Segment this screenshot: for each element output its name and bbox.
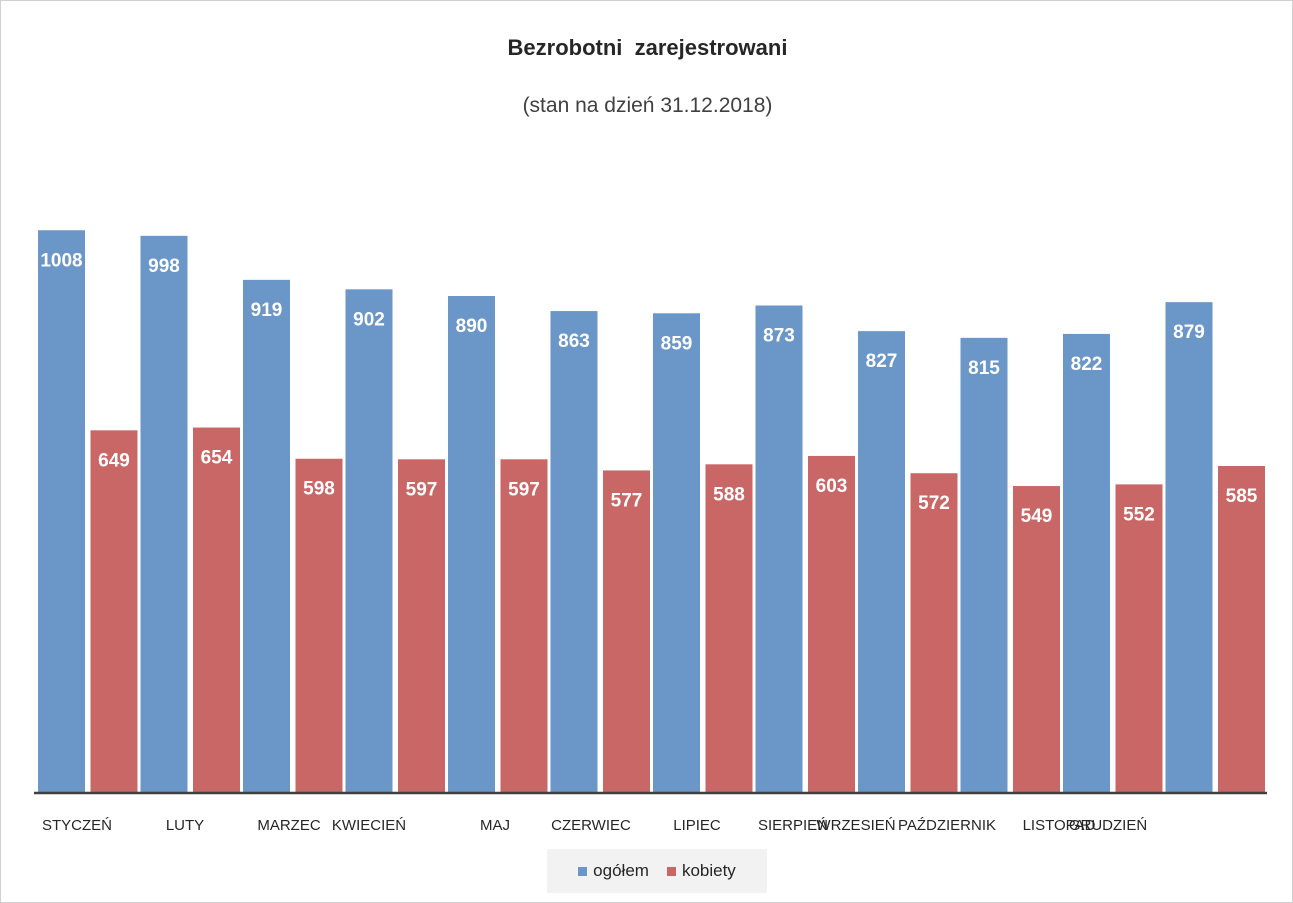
x-tick-label-maj: MAJ bbox=[480, 817, 510, 834]
bar-ogolem-lipiec bbox=[653, 313, 700, 792]
x-tick-label-listopad: LISTOPAD bbox=[1023, 817, 1096, 834]
data-label-kobiety-pazdziernik: 549 bbox=[1021, 506, 1053, 527]
data-label-kobiety-wrzesien: 572 bbox=[918, 493, 950, 514]
bar-kobiety-wrzesien bbox=[910, 473, 958, 792]
data-label-kobiety-listopad: 552 bbox=[1123, 504, 1155, 525]
data-label-kobiety-luty: 654 bbox=[201, 448, 233, 469]
bar-kobiety-czerwiec bbox=[603, 470, 650, 792]
bar-kobiety-marzec bbox=[295, 458, 343, 792]
x-tick-label-kwiecien: KWIECIEŃ bbox=[332, 817, 406, 834]
data-label-kobiety-czerwiec: 577 bbox=[611, 490, 643, 511]
bar-ogolem-czerwiec bbox=[550, 311, 598, 792]
bar-kobiety-sierpien bbox=[808, 455, 855, 792]
legend-swatch-kobiety bbox=[666, 866, 676, 876]
x-tick-label-marzec: MARZEC bbox=[257, 817, 321, 834]
bar-ogolem-kwiecien bbox=[345, 289, 393, 792]
chart-title: Bezrobotni zarejestrowani bbox=[507, 35, 788, 60]
data-label-ogolem-lipiec: 859 bbox=[661, 333, 693, 354]
bar-ogolem-wrzesien bbox=[858, 331, 905, 792]
bar-kobiety-lipiec bbox=[705, 464, 753, 792]
legend-item-ogolem: ogółem bbox=[578, 861, 649, 881]
data-label-ogolem-wrzesien: 827 bbox=[866, 351, 898, 372]
x-tick-label-styczen: STYCZEŃ bbox=[42, 817, 112, 834]
data-label-kobiety-grudzien: 585 bbox=[1226, 486, 1258, 507]
data-label-kobiety-lipiec: 588 bbox=[713, 484, 745, 505]
x-tick-label-pazdziernik: PAŹDZIERNIK bbox=[898, 817, 996, 834]
data-label-ogolem-kwiecien: 902 bbox=[353, 309, 385, 330]
data-label-ogolem-pazdziernik: 815 bbox=[968, 358, 1000, 379]
data-label-kobiety-marzec: 598 bbox=[303, 479, 335, 500]
bar-kobiety-styczen bbox=[90, 430, 138, 792]
data-label-ogolem-luty: 998 bbox=[148, 256, 180, 277]
data-label-ogolem-czerwiec: 863 bbox=[558, 331, 590, 352]
bar-ogolem-maj bbox=[448, 296, 495, 792]
bar-ogolem-pazdziernik bbox=[960, 337, 1008, 792]
legend-label-ogolem: ogółem bbox=[593, 861, 649, 880]
data-label-kobiety-maj: 597 bbox=[508, 479, 540, 500]
x-tick-label-lipiec: LIPIEC bbox=[673, 817, 721, 834]
bar-ogolem-marzec bbox=[243, 279, 290, 792]
legend-swatch-ogolem bbox=[578, 866, 588, 876]
data-label-kobiety-styczen: 649 bbox=[98, 450, 130, 471]
x-tick-label-wrzesien: WRZESIEŃ bbox=[816, 817, 895, 834]
data-label-ogolem-maj: 890 bbox=[456, 316, 488, 337]
bar-ogolem-listopad bbox=[1063, 333, 1110, 792]
data-label-ogolem-marzec: 919 bbox=[251, 300, 283, 321]
data-label-ogolem-listopad: 822 bbox=[1071, 354, 1103, 375]
bar-kobiety-kwiecien bbox=[398, 459, 445, 792]
bar-ogolem-grudzien bbox=[1165, 302, 1213, 792]
x-tick-label-sierpien: SIERPIEŃ bbox=[758, 817, 828, 834]
bar-ogolem-sierpien bbox=[755, 305, 803, 792]
data-label-kobiety-sierpien: 603 bbox=[816, 476, 848, 497]
chart-legend: ogółem kobiety bbox=[547, 849, 767, 893]
bar-kobiety-luty bbox=[193, 427, 240, 792]
x-tick-label-grudzien: GRUDZIEŃ bbox=[1069, 817, 1147, 834]
legend-label-kobiety: kobiety bbox=[681, 861, 736, 880]
chart-subtitle: (stan na dzień 31.12.2018) bbox=[522, 94, 773, 117]
x-tick-label-czerwiec: CZERWIEC bbox=[551, 817, 631, 834]
bar-kobiety-maj bbox=[500, 459, 548, 792]
bar-ogolem-luty bbox=[140, 235, 188, 792]
data-label-ogolem-sierpien: 873 bbox=[763, 325, 795, 346]
bar-kobiety-grudzien bbox=[1218, 465, 1265, 792]
bar-kobiety-listopad bbox=[1115, 484, 1163, 792]
data-label-kobiety-kwiecien: 597 bbox=[406, 479, 438, 500]
data-label-ogolem-styczen: 1008 bbox=[40, 250, 82, 271]
bar-kobiety-pazdziernik bbox=[1013, 486, 1060, 792]
bar-ogolem-styczen bbox=[38, 230, 85, 792]
data-label-ogolem-grudzien: 879 bbox=[1173, 322, 1205, 343]
legend-item-kobiety: kobiety bbox=[666, 861, 736, 881]
x-tick-label-luty: LUTY bbox=[166, 817, 204, 834]
